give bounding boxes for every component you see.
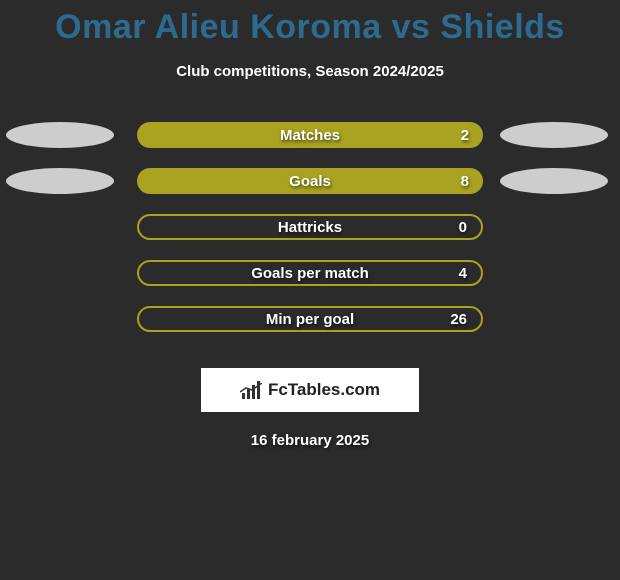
stat-label: Goals: [289, 173, 331, 190]
left-ellipse: [6, 168, 114, 194]
stat-bar: Goals per match 4: [137, 260, 483, 286]
stat-label: Hattricks: [278, 219, 342, 236]
stat-bar: Matches 2: [137, 122, 483, 148]
left-ellipse: [6, 122, 114, 148]
subtitle: Club competitions, Season 2024/2025: [176, 63, 444, 80]
logo-text: FcTables.com: [268, 380, 380, 400]
stats-area: Matches 2 Goals 8 Hattricks 0 Goals: [0, 112, 620, 342]
stat-row-matches: Matches 2: [0, 112, 620, 158]
stat-row-goals-per-match: Goals per match 4: [0, 250, 620, 296]
stat-label: Matches: [280, 127, 340, 144]
stat-value: 2: [461, 127, 469, 144]
bar-chart-icon: [240, 381, 262, 399]
stat-row-min-per-goal: Min per goal 26: [0, 296, 620, 342]
stat-value: 8: [461, 173, 469, 190]
stat-bar: Min per goal 26: [137, 306, 483, 332]
stat-value: 26: [450, 311, 467, 328]
page-title: Omar Alieu Koroma vs Shields: [55, 8, 565, 47]
stat-label: Min per goal: [266, 311, 354, 328]
stat-label: Goals per match: [251, 265, 369, 282]
right-ellipse: [500, 168, 608, 194]
logo-box: FcTables.com: [201, 368, 419, 412]
stat-value: 0: [459, 219, 467, 236]
stat-row-hattricks: Hattricks 0: [0, 204, 620, 250]
date-text: 16 february 2025: [251, 432, 369, 449]
comparison-infographic: Omar Alieu Koroma vs Shields Club compet…: [0, 0, 620, 449]
stat-bar: Hattricks 0: [137, 214, 483, 240]
stat-value: 4: [459, 265, 467, 282]
stat-bar: Goals 8: [137, 168, 483, 194]
stat-row-goals: Goals 8: [0, 158, 620, 204]
right-ellipse: [500, 122, 608, 148]
